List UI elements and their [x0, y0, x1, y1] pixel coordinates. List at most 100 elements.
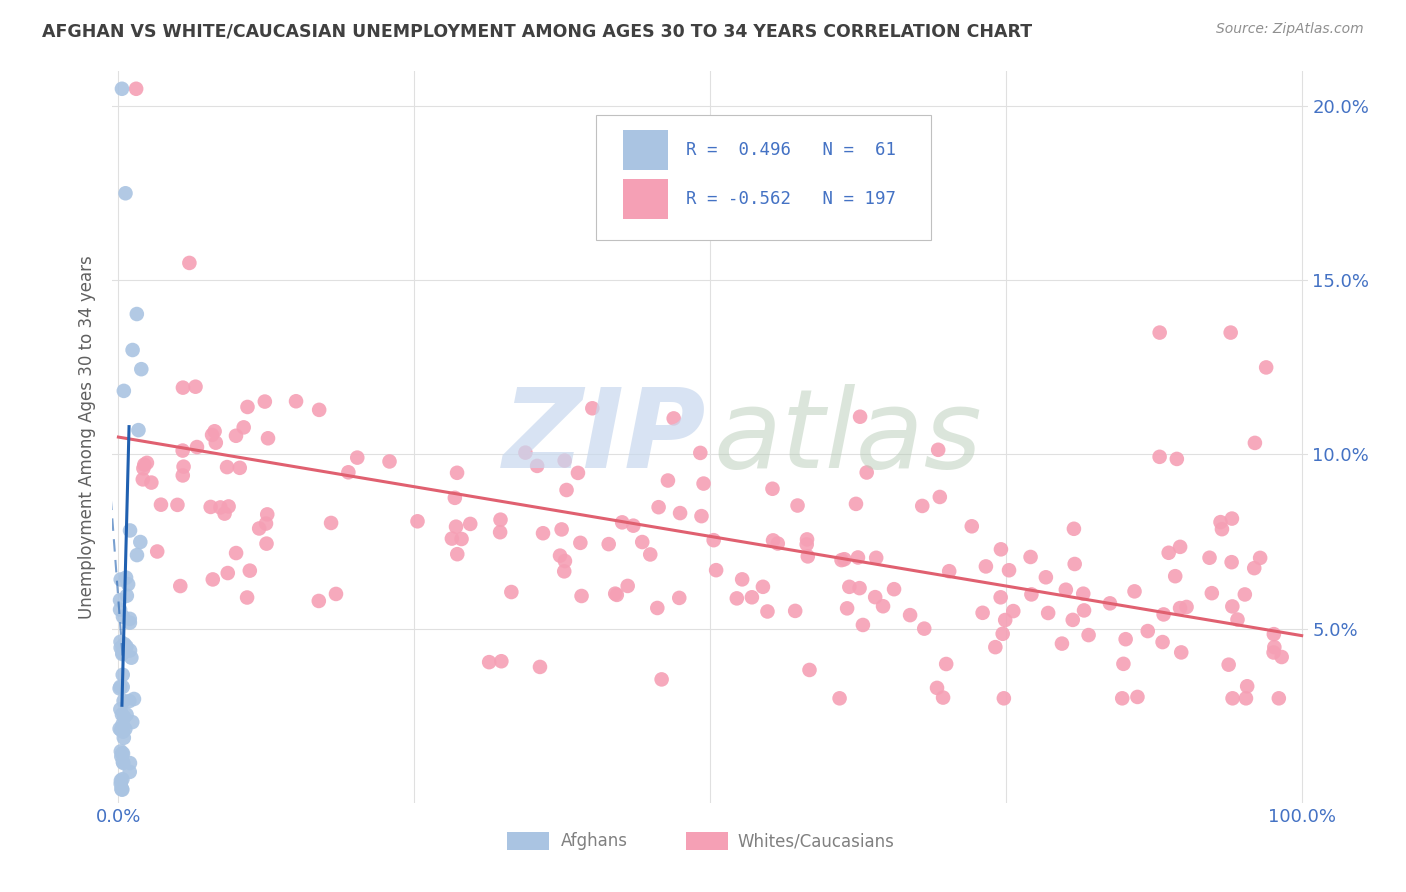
Point: [1111, 691, 1133, 706]
Point: [1209, 515, 1232, 529]
Point: [849, 409, 872, 424]
Point: [200, 500, 222, 514]
Point: [110, 573, 132, 587]
Point: [1201, 586, 1223, 600]
Point: [796, 533, 818, 547]
Point: [1098, 596, 1121, 610]
Point: [111, 647, 134, 661]
Point: [491, 654, 513, 668]
Point: [132, 472, 155, 486]
Point: [1218, 657, 1240, 672]
FancyBboxPatch shape: [596, 115, 931, 240]
Point: [526, 458, 548, 473]
Point: [215, 460, 238, 475]
Point: [898, 608, 921, 623]
Point: [756, 605, 779, 619]
Point: [131, 362, 153, 376]
Point: [704, 563, 727, 577]
Point: [111, 747, 134, 761]
Point: [872, 599, 894, 614]
Point: [446, 466, 468, 480]
Point: [1166, 451, 1188, 466]
Point: [110, 773, 132, 788]
Point: [1112, 657, 1135, 671]
Point: [218, 500, 240, 514]
Point: [752, 580, 775, 594]
Point: [239, 564, 262, 578]
Point: [1263, 640, 1285, 655]
Point: [204, 424, 226, 438]
Bar: [508, 832, 548, 850]
Point: [598, 537, 620, 551]
Point: [1263, 627, 1285, 641]
Point: [1021, 587, 1043, 601]
Point: [960, 519, 983, 533]
Point: [846, 550, 869, 565]
Point: [1211, 522, 1233, 536]
Point: [112, 756, 135, 770]
Point: [569, 536, 592, 550]
Point: [217, 566, 239, 580]
Point: [974, 559, 997, 574]
Point: [285, 394, 308, 409]
Point: [994, 613, 1017, 627]
Point: [204, 435, 226, 450]
Point: [308, 594, 330, 608]
Point: [1226, 613, 1249, 627]
Point: [647, 500, 669, 515]
Point: [581, 401, 603, 416]
Point: [253, 394, 276, 409]
Point: [1256, 360, 1278, 375]
Point: [450, 532, 472, 546]
Point: [799, 663, 821, 677]
Point: [134, 458, 156, 472]
Point: [796, 537, 818, 551]
Point: [406, 514, 429, 528]
Point: [111, 680, 134, 694]
Point: [121, 715, 143, 730]
Point: [1050, 637, 1073, 651]
Point: [111, 717, 134, 731]
Text: atlas: atlas: [714, 384, 983, 491]
Point: [692, 476, 714, 491]
Point: [112, 694, 135, 708]
Point: [1019, 549, 1042, 564]
Text: Source: ZipAtlas.com: Source: ZipAtlas.com: [1216, 22, 1364, 37]
Point: [1054, 582, 1077, 597]
Point: [118, 694, 141, 708]
Point: [115, 589, 138, 603]
Point: [118, 756, 141, 770]
Point: [111, 640, 134, 655]
Point: [515, 445, 537, 459]
Point: [179, 256, 201, 270]
Point: [762, 533, 785, 548]
Point: [110, 680, 132, 694]
Point: [118, 764, 141, 779]
Point: [616, 579, 638, 593]
Point: [225, 546, 247, 560]
Point: [110, 777, 132, 791]
Point: [247, 521, 270, 535]
Point: [166, 498, 188, 512]
Point: [1157, 546, 1180, 560]
Point: [149, 498, 172, 512]
Point: [990, 542, 1012, 557]
Point: [111, 747, 134, 761]
Point: [118, 615, 141, 630]
Point: [125, 82, 148, 96]
Point: [111, 646, 134, 660]
Point: [761, 482, 783, 496]
Point: [257, 431, 280, 445]
Point: [785, 604, 807, 618]
Point: [111, 707, 134, 722]
Point: [172, 443, 194, 458]
Point: [110, 640, 132, 655]
Point: [554, 453, 576, 467]
Point: [606, 588, 628, 602]
Point: [647, 601, 669, 615]
Point: [998, 563, 1021, 577]
Point: [186, 440, 208, 454]
Point: [111, 609, 134, 624]
Point: [232, 420, 254, 434]
Point: [308, 402, 330, 417]
